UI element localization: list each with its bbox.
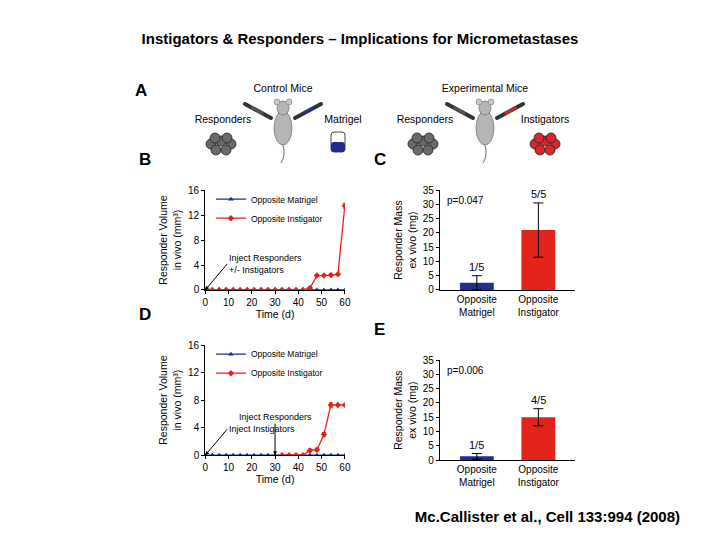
- svg-text:Responders: Responders: [397, 113, 454, 125]
- svg-text:60: 60: [339, 297, 351, 308]
- svg-text:p=0.047: p=0.047: [447, 195, 484, 206]
- svg-text:15: 15: [423, 242, 435, 253]
- svg-text:4: 4: [194, 260, 200, 271]
- svg-text:10: 10: [223, 462, 235, 473]
- svg-text:10: 10: [223, 297, 235, 308]
- svg-text:20: 20: [246, 462, 258, 473]
- svg-text:10: 10: [423, 256, 435, 267]
- svg-text:OppositeInstigator: OppositeInstigator: [518, 464, 560, 488]
- svg-text:15: 15: [423, 412, 435, 423]
- svg-text:Matrigel: Matrigel: [324, 113, 361, 125]
- svg-text:50: 50: [316, 297, 328, 308]
- svg-text:16: 16: [188, 340, 200, 351]
- svg-text:A: A: [135, 81, 147, 100]
- svg-text:35: 35: [423, 185, 435, 196]
- svg-text:25: 25: [423, 383, 435, 394]
- svg-text:12: 12: [188, 210, 200, 221]
- svg-text:20: 20: [423, 397, 435, 408]
- svg-text:0: 0: [428, 284, 434, 295]
- svg-text:10: 10: [423, 426, 435, 437]
- svg-text:D: D: [139, 305, 151, 324]
- svg-text:Time (d): Time (d): [256, 473, 295, 485]
- svg-text:25: 25: [423, 213, 435, 224]
- svg-text:40: 40: [293, 297, 305, 308]
- svg-text:Instigators: Instigators: [521, 113, 569, 125]
- svg-text:8: 8: [194, 235, 200, 246]
- svg-text:0: 0: [428, 455, 434, 466]
- svg-text:B: B: [139, 150, 151, 169]
- html-text:Instigators & Responders – Imp: Instigators & Responders – Implications …: [141, 30, 579, 47]
- svg-text:4: 4: [194, 422, 200, 433]
- svg-text:60: 60: [339, 462, 351, 473]
- html-text:Mc.Callister et al., Cell 133:: Mc.Callister et al., Cell 133:994 (2008): [414, 508, 680, 525]
- svg-text:0: 0: [202, 297, 208, 308]
- svg-text:C: C: [374, 150, 386, 169]
- svg-text:Time (d): Time (d): [256, 308, 295, 320]
- svg-text:0: 0: [202, 462, 208, 473]
- svg-text:p=0.006: p=0.006: [447, 365, 484, 376]
- svg-text:Opposite Matrigel: Opposite Matrigel: [251, 349, 318, 359]
- svg-text:Responder Volumein vivo (mm³): Responder Volumein vivo (mm³): [157, 355, 183, 444]
- svg-text:30: 30: [423, 199, 435, 210]
- svg-text:16: 16: [188, 185, 200, 196]
- svg-text:Experimental Mice: Experimental Mice: [442, 82, 529, 94]
- svg-text:Control Mice: Control Mice: [254, 82, 313, 94]
- svg-text:50: 50: [316, 462, 328, 473]
- svg-text:8: 8: [194, 395, 200, 406]
- svg-text:12: 12: [188, 367, 200, 378]
- svg-text:1/5: 1/5: [469, 261, 484, 273]
- svg-text:Responder Volumein vivo (mm³): Responder Volumein vivo (mm³): [157, 195, 183, 284]
- svg-text:Responders: Responders: [195, 113, 252, 125]
- svg-text:5/5: 5/5: [531, 188, 546, 200]
- svg-text:Inject Instigators: Inject Instigators: [229, 424, 295, 434]
- svg-text:Inject Responders: Inject Responders: [239, 412, 312, 422]
- svg-text:Opposite Instigator: Opposite Instigator: [251, 368, 323, 378]
- svg-text:30: 30: [423, 369, 435, 380]
- svg-text:Opposite Instigator: Opposite Instigator: [251, 213, 323, 223]
- svg-text:40: 40: [293, 462, 305, 473]
- svg-text:5: 5: [428, 270, 434, 281]
- svg-text:Responder Massex vivo (mg): Responder Massex vivo (mg): [392, 370, 418, 449]
- svg-text:OppositeMatrigel: OppositeMatrigel: [457, 464, 497, 488]
- svg-text:30: 30: [269, 297, 281, 308]
- svg-text:1/5: 1/5: [469, 439, 484, 451]
- svg-text:30: 30: [269, 462, 281, 473]
- svg-text:Inject Responders+/- Instigato: Inject Responders+/- Instigators: [229, 253, 302, 275]
- svg-text:E: E: [374, 320, 385, 339]
- svg-text:4/5: 4/5: [531, 394, 546, 406]
- svg-text:20: 20: [423, 227, 435, 238]
- svg-text:OppositeMatrigel: OppositeMatrigel: [457, 294, 497, 318]
- svg-text:Opposite Matrigel: Opposite Matrigel: [251, 194, 318, 204]
- svg-text:0: 0: [194, 284, 200, 295]
- svg-text:5: 5: [428, 440, 434, 451]
- svg-text:OppositeInstigator: OppositeInstigator: [518, 294, 560, 318]
- svg-text:20: 20: [246, 297, 258, 308]
- svg-text:35: 35: [423, 355, 435, 366]
- svg-text:Responder Massex vivo (mg): Responder Massex vivo (mg): [392, 200, 418, 279]
- svg-text:0: 0: [194, 450, 200, 461]
